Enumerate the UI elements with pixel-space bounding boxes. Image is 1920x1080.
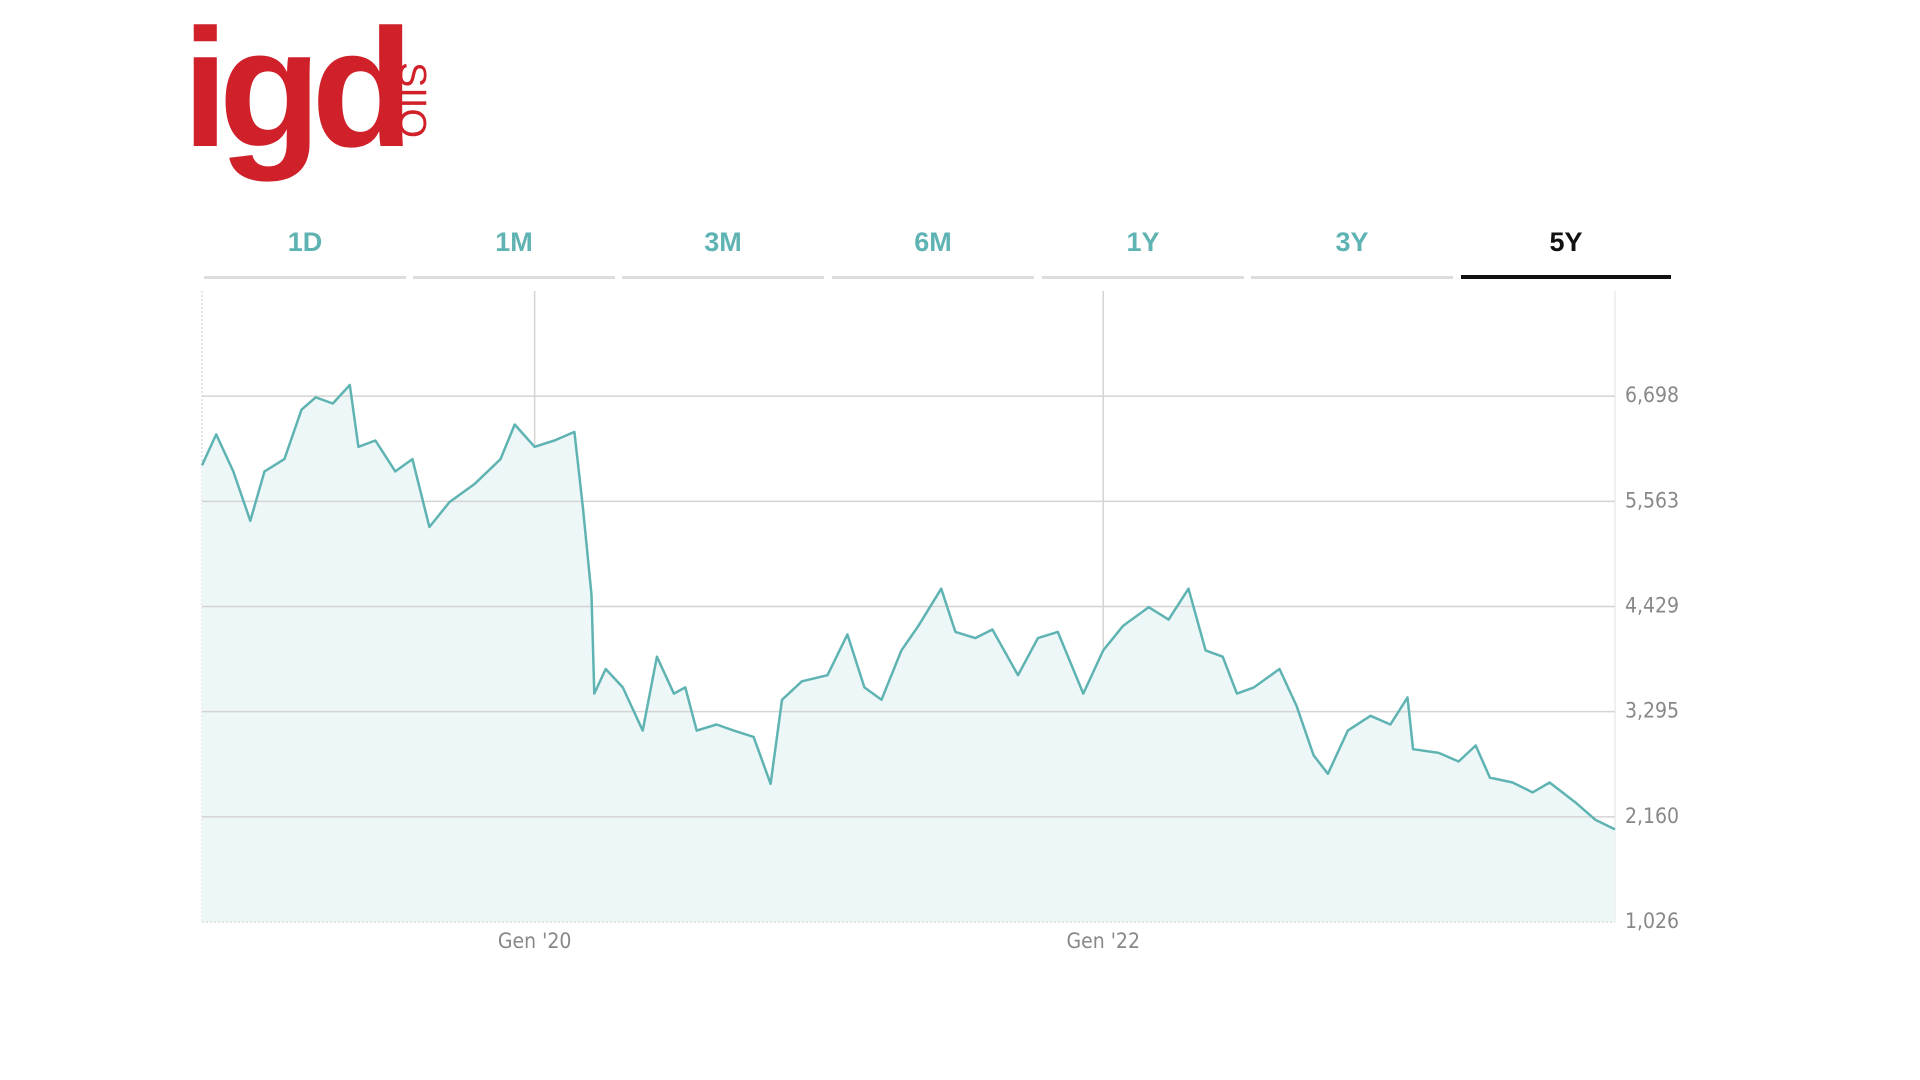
tab[interactable]: 1Y	[1042, 227, 1244, 279]
tab-underline	[1461, 275, 1671, 279]
tab-label[interactable]: 3Y	[1335, 227, 1368, 257]
tab-label[interactable]: 1D	[288, 227, 323, 257]
tab-label[interactable]: 1M	[495, 227, 533, 257]
tab[interactable]: 1M	[413, 227, 615, 279]
tab-label[interactable]: 1Y	[1126, 227, 1159, 257]
y-tick-label: 6,698	[1625, 383, 1679, 407]
y-tick-label: 3,295	[1625, 699, 1679, 723]
price-line	[200, 383, 1616, 831]
plot: Gen '20 Gen '22 1,026 2,160 3,295 4,429 5,563 6…	[200, 291, 1679, 953]
x-tick-label: Gen '20	[498, 929, 571, 953]
tab-bar: 1D 1M 3M 6M 1Y 3Y 5Y	[204, 227, 1671, 279]
tab-label[interactable]: 5Y	[1549, 227, 1582, 257]
tab-label[interactable]: 6M	[914, 227, 952, 257]
y-tick-label: 5,563	[1625, 488, 1679, 512]
tab-underline	[204, 276, 406, 279]
tab[interactable]: 3Y	[1251, 227, 1453, 279]
y-tick-label: 1,026	[1625, 909, 1679, 933]
tab-underline	[413, 276, 615, 279]
y-tick-label: 2,160	[1625, 804, 1679, 828]
tab-underline	[1042, 276, 1244, 279]
tab[interactable]: 3M	[622, 227, 824, 279]
logo-name: igd	[182, 0, 404, 182]
tab-underline	[1251, 276, 1453, 279]
x-tick-label: Gen '22	[1067, 929, 1140, 953]
tab-underline	[622, 276, 824, 279]
y-tick-label: 4,429	[1625, 594, 1679, 618]
tab[interactable]: 1D	[204, 227, 406, 279]
area	[202, 385, 1615, 922]
tab-underline	[832, 276, 1034, 279]
logo-tag: SIIQ	[391, 62, 433, 138]
tab-label[interactable]: 3M	[704, 227, 742, 257]
tab[interactable]: 5Y	[1461, 227, 1671, 279]
tab[interactable]: 6M	[832, 227, 1034, 279]
